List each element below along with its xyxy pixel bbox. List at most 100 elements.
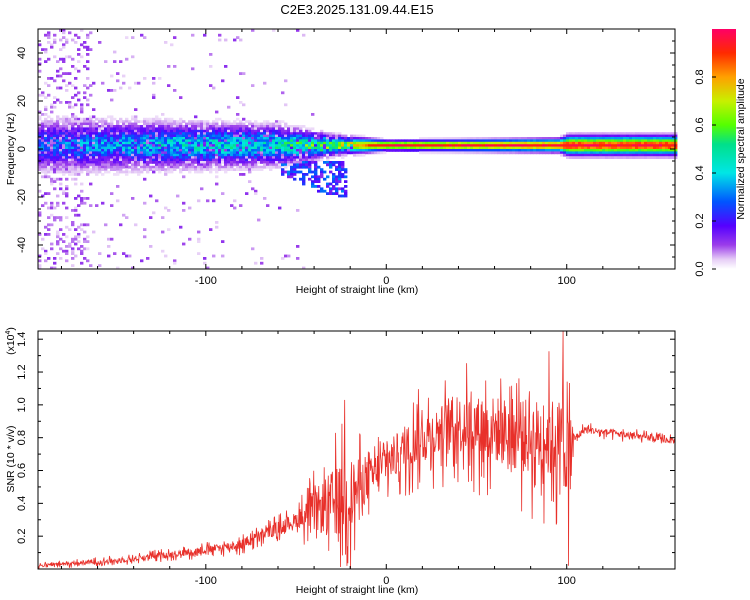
heatmap-cell <box>617 134 621 138</box>
heatmap-cell <box>86 247 90 251</box>
heatmap-cell <box>53 122 57 126</box>
heatmap-cell <box>251 153 255 157</box>
heatmap-cell <box>119 144 123 147</box>
heatmap-cell <box>212 153 216 157</box>
heatmap-cell <box>149 245 153 248</box>
heatmap-cell <box>44 108 48 111</box>
heatmap-cell <box>65 127 69 131</box>
heatmap-cell <box>320 146 324 150</box>
heatmap-cell <box>116 149 120 152</box>
heatmap-cell <box>83 125 87 128</box>
heatmap-cell <box>194 165 198 169</box>
heatmap-cell <box>380 141 384 145</box>
heatmap-cell <box>335 168 339 171</box>
heatmap-cell <box>623 137 627 140</box>
heatmap-cell <box>224 165 228 169</box>
heatmap-cell <box>53 105 57 109</box>
heatmap-cell <box>80 252 84 255</box>
heatmap-cell <box>200 139 204 143</box>
heatmap-cell <box>671 132 675 135</box>
heatmap-cell <box>41 113 45 116</box>
heatmap-cell <box>653 149 657 152</box>
heatmap-cell <box>227 158 231 162</box>
heatmap-cell <box>83 84 87 87</box>
heatmap-cell <box>95 170 99 174</box>
heatmap-cell <box>74 122 78 126</box>
heatmap-cell <box>98 41 102 44</box>
heatmap-cell <box>272 149 276 152</box>
heatmap-cell <box>236 156 240 159</box>
heatmap-cell <box>575 141 579 145</box>
heatmap-cell <box>65 194 69 198</box>
heatmap-cell <box>584 132 588 135</box>
heatmap-cell <box>125 254 129 258</box>
heatmap-cell <box>95 141 99 145</box>
heatmap-cell <box>89 158 93 162</box>
heatmap-cell <box>221 165 225 169</box>
heatmap-cell <box>41 146 45 150</box>
heatmap-cell <box>254 139 258 143</box>
heatmap-cell <box>341 153 345 157</box>
heatmap-cell <box>86 60 90 63</box>
heatmap-cell <box>155 149 159 152</box>
heatmap-cell <box>197 139 201 143</box>
heatmap-cell <box>572 149 576 152</box>
heatmap-cell <box>248 122 252 126</box>
heatmap-cell <box>245 137 249 140</box>
heatmap-cell <box>47 168 51 171</box>
heatmap-cell <box>425 149 429 152</box>
heatmap-cell <box>92 132 96 135</box>
heatmap-cell <box>236 36 240 39</box>
heatmap-cell <box>209 139 213 143</box>
heatmap-cell <box>86 36 90 39</box>
heatmap-cell <box>614 151 618 155</box>
heatmap-cell <box>197 151 201 155</box>
heatmap-cell <box>260 165 264 169</box>
heatmap-cell <box>239 125 243 128</box>
heatmap-cell <box>146 151 150 155</box>
heatmap-cell <box>47 84 51 87</box>
heatmap-cell <box>149 125 153 128</box>
heatmap-cell <box>80 182 84 186</box>
heatmap-cell <box>125 216 129 219</box>
heatmap-cell <box>224 141 228 145</box>
heatmap-cell <box>302 132 306 135</box>
heatmap-cell <box>218 158 222 162</box>
heatmap-cell <box>113 139 117 143</box>
heatmap-cell <box>125 144 129 147</box>
heatmap-cell <box>113 151 117 155</box>
heatmap-cell <box>95 127 99 131</box>
heatmap-cell <box>47 141 51 145</box>
heatmap-cell <box>311 180 315 183</box>
heatmap-cell <box>602 146 606 150</box>
heatmap-cell <box>116 79 120 83</box>
heatmap-cell <box>74 127 78 131</box>
heatmap-cell <box>80 163 84 167</box>
heatmap-cell <box>200 144 204 147</box>
heatmap-cell <box>53 165 57 169</box>
heatmap-cell <box>101 173 105 176</box>
heatmap-cell <box>575 132 579 135</box>
heatmap-cell <box>44 153 48 157</box>
heatmap-cell <box>530 137 534 140</box>
heatmap-cell <box>485 144 489 147</box>
heatmap-cell <box>281 170 285 174</box>
heatmap-cell <box>65 125 69 128</box>
heatmap-cell <box>101 149 105 152</box>
heatmap-cell <box>293 153 297 157</box>
heatmap-cell <box>110 120 114 123</box>
heatmap-cell <box>278 141 282 145</box>
heatmap-cell <box>173 132 177 135</box>
heatmap-cell <box>566 134 570 138</box>
heatmap-cell <box>185 134 189 138</box>
heatmap-cell <box>158 153 162 157</box>
heatmap-cell <box>578 153 582 157</box>
heatmap-cell <box>260 141 264 145</box>
heatmap-cell <box>335 146 339 150</box>
heatmap-cell <box>152 139 156 143</box>
heatmap-cell <box>281 153 285 157</box>
heatmap-cell <box>410 146 414 150</box>
heatmap-cell <box>44 125 48 128</box>
heatmap-cell <box>167 153 171 157</box>
heatmap-cell <box>569 144 573 147</box>
